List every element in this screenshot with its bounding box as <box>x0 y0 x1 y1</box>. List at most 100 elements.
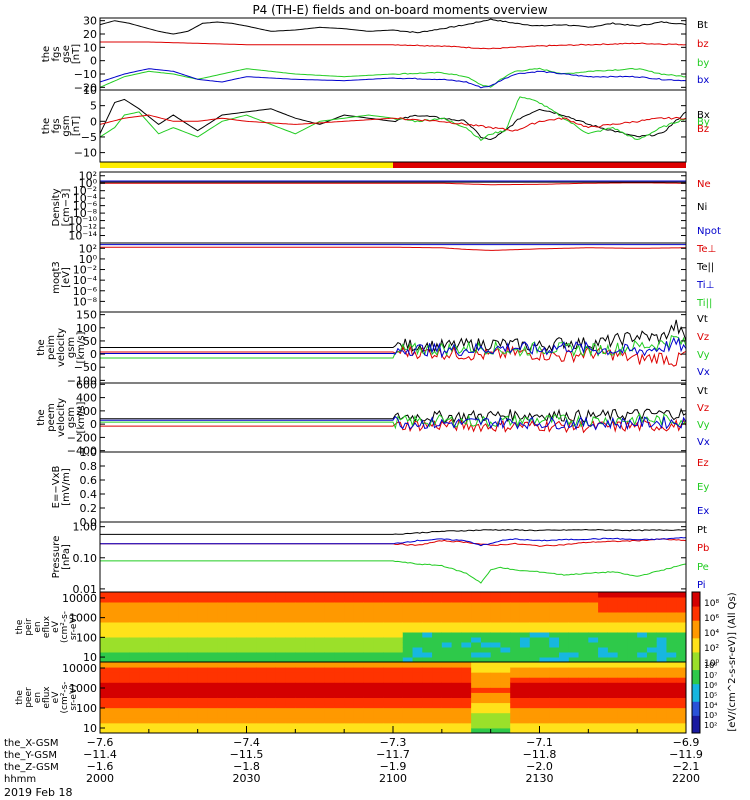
spectrogram-cell <box>324 702 335 709</box>
spectrogram-cell <box>471 647 482 653</box>
spectrogram-cell <box>559 647 570 653</box>
spectrogram-cell <box>305 647 316 653</box>
spectrogram-cell <box>119 672 130 678</box>
spectrogram-cell <box>324 607 335 613</box>
spectrogram-cell <box>627 632 638 638</box>
spectrogram-cell <box>246 682 257 688</box>
spectrogram-cell <box>119 607 130 613</box>
spectrogram-cell <box>646 692 658 698</box>
spectrogram-cell <box>656 687 667 693</box>
colorbar-cell <box>692 641 700 646</box>
spectrogram-cell <box>363 602 374 608</box>
spectrogram-cell <box>422 622 433 628</box>
spectrogram-cell <box>256 727 267 734</box>
ytick-label: 10 <box>83 41 97 54</box>
spectrogram-cell <box>422 652 433 658</box>
spectrogram-cell <box>422 702 433 709</box>
spectrogram-cell <box>197 662 208 668</box>
spectrogram-cell <box>246 637 257 643</box>
spectrogram-cell <box>363 652 374 658</box>
spectrogram-cell <box>324 712 335 719</box>
spectrogram-cell <box>480 597 492 603</box>
colorbar-cell <box>692 592 700 597</box>
spectrogram-cell <box>451 652 462 658</box>
spectrogram-cell <box>393 617 404 623</box>
spectrogram-cell <box>139 657 150 663</box>
spectrogram-cell <box>344 667 355 673</box>
spectrogram-cell <box>363 702 374 709</box>
spectrogram-cell <box>402 662 414 668</box>
spectrogram-cell <box>529 697 540 704</box>
spectrogram-cell <box>471 607 482 613</box>
spectrogram-cell <box>480 717 492 724</box>
spectrogram-cell <box>539 727 550 734</box>
spectrogram-cell <box>226 667 238 673</box>
spectrogram-cell <box>656 677 667 683</box>
xtick-label: −1.8 <box>233 760 260 773</box>
spectrogram-cell <box>324 612 335 618</box>
spectrogram-cell <box>519 722 531 729</box>
spectrogram-cell <box>422 687 433 693</box>
spectrogram-cell <box>461 727 472 734</box>
spectrogram-cell <box>217 697 228 704</box>
spectrogram-cell <box>285 662 296 668</box>
spectrogram-cell <box>324 647 335 653</box>
ytick-label: 10⁻⁴ <box>73 274 98 287</box>
spectrogram-cell <box>441 677 453 683</box>
spectrogram-cell <box>139 722 150 729</box>
spectrogram-cell <box>519 702 531 709</box>
spectrogram-cell <box>539 687 550 693</box>
spectrogram-cell <box>432 627 443 633</box>
spectrogram-cell <box>334 722 345 729</box>
spectrogram-cell <box>236 652 247 658</box>
spectrogram-cell <box>598 712 609 719</box>
spectrogram-cell <box>383 707 394 714</box>
ytick-label: 10⁻¹⁴ <box>68 230 97 243</box>
ylabel-line: [eV] <box>61 267 72 288</box>
spectrogram-cell <box>393 692 404 698</box>
spectrogram-cell <box>451 677 462 683</box>
spectrogram-cell <box>617 592 628 598</box>
spectrogram-cell <box>256 692 267 698</box>
spectrogram-cell <box>197 712 208 719</box>
spectrogram-cell <box>295 687 306 693</box>
spectrogram-cell <box>393 722 404 729</box>
spectrogram-cell <box>510 687 521 693</box>
series-fgs-gsm-Bz <box>99 114 687 132</box>
spectrogram-cell <box>129 687 140 693</box>
spectrogram-cell <box>519 727 531 734</box>
ytick-label: 10² <box>79 242 97 255</box>
spectrogram-cell <box>353 647 365 653</box>
ytick-label: 0.4 <box>80 488 98 501</box>
spectrogram-cell <box>510 717 521 724</box>
spectrogram-cell <box>324 592 335 598</box>
spectrogram-cell <box>393 662 404 668</box>
spectrogram-cell <box>519 642 531 648</box>
spectrogram-cell <box>510 627 521 633</box>
spectrogram-cell <box>295 637 306 643</box>
spectrogram-cell <box>461 657 472 663</box>
spectrogram-cell <box>627 637 638 643</box>
spectrogram-cell <box>266 682 277 688</box>
spectrogram-cell <box>226 677 238 683</box>
spectrogram-cell <box>656 647 667 653</box>
spectrogram-cell <box>353 622 365 628</box>
spectrogram-cell <box>559 717 570 724</box>
spectrogram-cell <box>646 612 658 618</box>
spectrogram-cell <box>285 657 296 663</box>
spectrogram-cell <box>500 627 511 633</box>
spectrogram-cell <box>100 717 111 724</box>
spectrogram-cell <box>461 652 472 658</box>
spectrogram-cell <box>305 612 316 618</box>
spectrogram-cell <box>314 632 326 638</box>
spectrogram-cell <box>549 597 560 603</box>
spectrogram-cell <box>197 622 208 628</box>
spectrogram-cell <box>129 727 140 734</box>
spectrogram-cell <box>666 687 677 693</box>
spectrogram-cell <box>295 592 306 598</box>
spectrogram-cell <box>559 687 570 693</box>
spectrogram-cell <box>500 702 511 709</box>
spectrogram-cell <box>207 637 218 643</box>
spectrogram-cell <box>666 642 677 648</box>
spectrogram-cell <box>119 677 130 683</box>
